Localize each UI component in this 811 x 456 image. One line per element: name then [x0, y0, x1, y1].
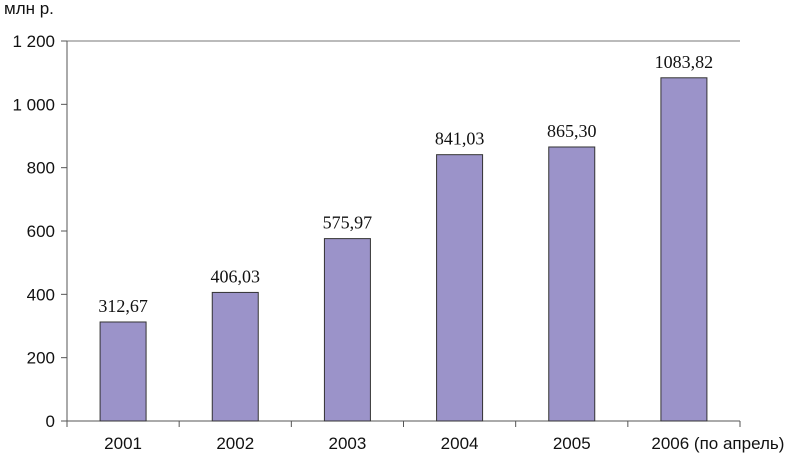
y-tick-label: 800 — [27, 159, 55, 178]
bar — [548, 146, 596, 422]
data-label: 312,67 — [98, 296, 148, 316]
bar — [436, 154, 484, 422]
x-tick-label: 2002 — [216, 434, 254, 453]
data-label: 865,30 — [547, 121, 597, 141]
y-tick-label: 400 — [27, 285, 55, 304]
y-tick-label: 600 — [27, 222, 55, 241]
y-tick-label: 0 — [46, 412, 55, 431]
y-axis-label: млн р. — [4, 0, 54, 18]
data-label: 841,03 — [435, 129, 485, 149]
bar — [99, 321, 147, 422]
data-label: 406,03 — [211, 266, 261, 286]
x-tick-label: 2004 — [441, 434, 479, 453]
bar — [211, 291, 259, 422]
x-tick-label: 2005 — [553, 434, 591, 453]
x-tick-label: 2001 — [104, 434, 142, 453]
y-tick-label: 1 200 — [12, 32, 55, 51]
data-label: 575,97 — [323, 213, 373, 233]
y-tick-label: 1 000 — [12, 95, 55, 114]
bar — [323, 238, 371, 422]
x-tick-label: 2006 (по апрель) — [651, 434, 784, 453]
bar — [660, 77, 708, 422]
data-label: 1083,82 — [655, 52, 714, 72]
x-tick-label: 2003 — [329, 434, 367, 453]
y-tick-label: 200 — [27, 349, 55, 368]
